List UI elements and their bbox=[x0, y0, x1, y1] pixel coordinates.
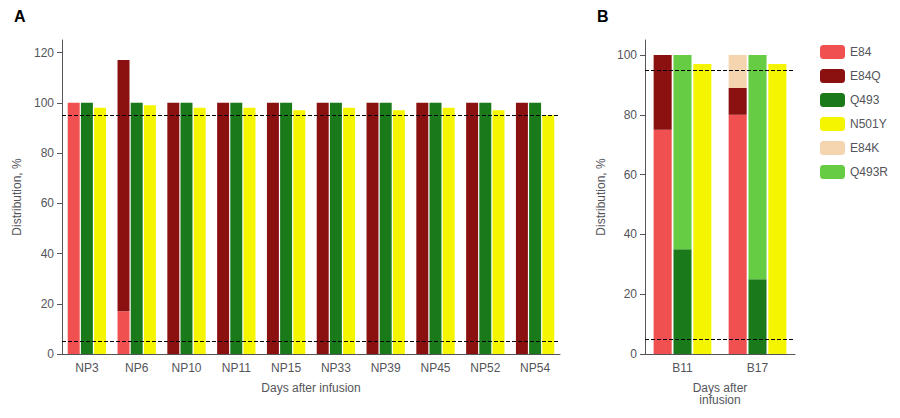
svg-text:120: 120 bbox=[34, 46, 54, 60]
svg-text:NP52: NP52 bbox=[470, 361, 500, 375]
svg-text:Q493R: Q493R bbox=[850, 165, 888, 179]
svg-text:40: 40 bbox=[624, 227, 638, 241]
svg-text:NP3: NP3 bbox=[75, 361, 99, 375]
svg-text:20: 20 bbox=[624, 287, 638, 301]
svg-text:20: 20 bbox=[41, 297, 55, 311]
svg-text:40: 40 bbox=[41, 247, 55, 261]
svg-text:NP33: NP33 bbox=[321, 361, 351, 375]
svg-text:B17: B17 bbox=[747, 361, 769, 375]
svg-text:NP6: NP6 bbox=[125, 361, 149, 375]
svg-text:100: 100 bbox=[34, 96, 54, 110]
svg-text:E84: E84 bbox=[850, 45, 872, 59]
svg-text:60: 60 bbox=[624, 168, 638, 182]
svg-text:100: 100 bbox=[617, 48, 637, 62]
svg-text:80: 80 bbox=[624, 108, 638, 122]
svg-text:B11: B11 bbox=[672, 361, 693, 375]
svg-text:E84Q: E84Q bbox=[850, 69, 881, 83]
svg-text:NP54: NP54 bbox=[520, 361, 550, 375]
svg-text:60: 60 bbox=[41, 196, 55, 210]
svg-text:B: B bbox=[597, 8, 609, 25]
svg-text:NP11: NP11 bbox=[222, 361, 251, 375]
svg-text:Distribution, %: Distribution, % bbox=[594, 158, 608, 236]
svg-text:Distribution, %: Distribution, % bbox=[10, 158, 24, 236]
svg-text:0: 0 bbox=[630, 347, 637, 361]
svg-text:E84K: E84K bbox=[850, 141, 879, 155]
svg-text:A: A bbox=[14, 8, 26, 25]
svg-text:Q493: Q493 bbox=[850, 93, 880, 107]
svg-text:Days after: Days after bbox=[692, 381, 748, 395]
svg-text:N501Y: N501Y bbox=[850, 117, 887, 131]
svg-text:NP45: NP45 bbox=[420, 361, 450, 375]
svg-text:80: 80 bbox=[41, 146, 55, 160]
svg-text:NP39: NP39 bbox=[371, 361, 401, 375]
svg-text:0: 0 bbox=[47, 347, 54, 361]
svg-text:NP15: NP15 bbox=[271, 361, 301, 375]
svg-text:NP10: NP10 bbox=[171, 361, 201, 375]
svg-text:Days after infusion: Days after infusion bbox=[261, 381, 360, 395]
svg-text:infusion: infusion bbox=[699, 393, 740, 407]
